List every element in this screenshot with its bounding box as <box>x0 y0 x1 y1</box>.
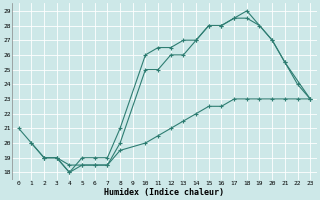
X-axis label: Humidex (Indice chaleur): Humidex (Indice chaleur) <box>104 188 224 197</box>
